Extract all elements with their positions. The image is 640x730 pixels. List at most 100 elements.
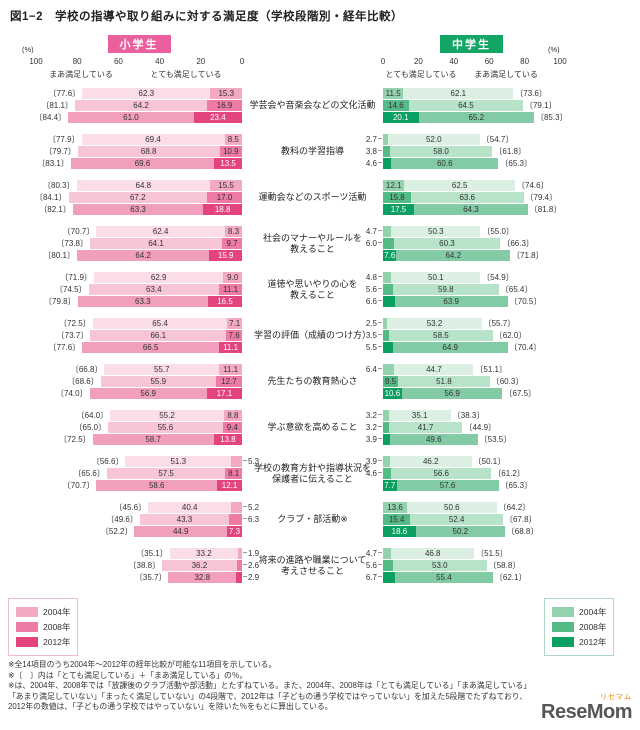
total-label: 〔83.1〕 [37, 159, 69, 168]
value-label-outside: 3.8 [366, 146, 382, 157]
segment-very-satisfied: 18.8 [203, 204, 242, 215]
legend-junior-high: 2004年 2008年 2012年 [544, 598, 615, 656]
value-label-outside: 4.6 [366, 158, 382, 169]
junior-high-bars: 44.7 〔51.1〕 6.4 8.5 51.8 〔60.3〕 10.6 56.9 〔67.5〕 [366, 364, 560, 399]
total-label: 〔64.0〕 [76, 411, 109, 420]
bar-2012年: 〔77.6〕 66.5 11.1 [36, 342, 242, 353]
total-label: 〔61.2〕 [493, 469, 525, 478]
segment-somewhat-satisfied: 55.4 [394, 572, 493, 583]
total-label: 〔77.6〕 [48, 343, 81, 352]
bar-2008年: 59.8 〔65.4〕 5.6 [366, 284, 560, 295]
bar-2012年: 〔79.8〕 63.3 16.5 [36, 296, 242, 307]
segment-somewhat-satisfied: 63.4 [88, 284, 220, 295]
segment-very-satisfied [236, 560, 242, 571]
total-label: 〔51.1〕 [475, 365, 507, 374]
bar-2012年: 〔82.1〕 63.3 18.8 [36, 204, 242, 215]
legend-label: 2004年 [43, 607, 71, 617]
category-label: 将来の進路や職業について 考えさせること [258, 554, 367, 576]
total-label: 〔80.1〕 [43, 251, 75, 260]
total-label: 〔54.7〕 [481, 135, 514, 144]
legend-label: 2008年 [579, 622, 607, 632]
segment-very-satisfied [383, 296, 395, 307]
segment-very-satisfied [238, 548, 242, 559]
total-label: 〔81.8〕 [529, 205, 562, 214]
total-label: 〔55.0〕 [482, 227, 514, 236]
bar-2012年: 〔83.1〕 69.6 13.5 [36, 158, 242, 169]
segment-very-satisfied: 12.1 [383, 180, 405, 191]
bar-2008年: 〔65.0〕 55.6 9.4 [36, 422, 242, 433]
bar-2012年: 10.6 56.9 〔67.5〕 [383, 388, 560, 399]
bar-2004年: 12.1 62.5 〔74.6〕 [383, 180, 560, 191]
segment-somewhat-satisfied: 62.5 [404, 180, 516, 191]
elementary-bars: 〔80.3〕 64.8 15.5 〔84.1〕 67.2 17.0 〔82.1〕 63.3 18… [35, 180, 242, 215]
segment-somewhat-satisfied: 60.3 [393, 238, 501, 249]
resemom-logo: リセマム ReseMom [541, 694, 632, 722]
total-label: 〔67.5〕 [504, 389, 537, 398]
axis-tick: 40 [155, 57, 165, 66]
segment-somewhat-satisfied: 52.4 [410, 514, 503, 525]
percent-label-right: (%) [548, 45, 560, 54]
segment-very-satisfied: 9.4 [222, 422, 242, 433]
junior-high-header-badge: 中学生 [440, 35, 503, 53]
category-row: 〔72.5〕 65.4 7.1 〔73.7〕 66.1 7.6 〔77.6〕 66.5 11.1… [0, 318, 640, 353]
segment-very-satisfied [383, 238, 394, 249]
value-label-outside: 6.3 [243, 514, 259, 525]
axis-tick: 20 [196, 57, 206, 66]
total-label: 〔62.0〕 [494, 331, 527, 340]
value-label-outside: 2.5 [366, 318, 382, 329]
bar-2008年: 58.5 〔62.0〕 3.5 [366, 330, 560, 341]
segment-somewhat-satisfied: 36.2 [162, 560, 237, 571]
segment-very-satisfied [229, 514, 242, 525]
segment-somewhat-satisfied: 56.9 [89, 388, 207, 399]
legend-label: 2008年 [43, 622, 71, 632]
bar-2012年: 49.6 〔53.5〕 3.9 [366, 434, 560, 445]
axis-tick: 0 [239, 57, 245, 66]
junior-high-bars: 11.5 62.1 〔73.6〕 14.6 64.5 〔79.1〕 20.1 65.2 〔85.… [383, 88, 568, 123]
segment-somewhat-satisfied: 64.2 [74, 100, 208, 111]
total-label: 〔70.7〕 [62, 481, 95, 490]
bar-2008年: 53.0 〔58.8〕 5.6 [366, 560, 560, 571]
bar-2008年: 14.6 64.5 〔79.1〕 [383, 100, 560, 111]
value-label-outside: 6.6 [366, 296, 382, 307]
bar-2004年: 〔77.9〕 69.4 8.5 [36, 134, 242, 145]
segment-somewhat-satisfied: 52.0 [387, 134, 480, 145]
total-label: 〔77.6〕 [48, 89, 81, 98]
bar-2012年: 〔70.7〕 58.6 12.1 [36, 480, 242, 491]
segment-somewhat-satisfied: 64.8 [76, 180, 211, 191]
segment-somewhat-satisfied: 44.7 [394, 364, 474, 375]
total-label: 〔51.5〕 [476, 549, 508, 558]
segment-somewhat-satisfied: 55.7 [104, 364, 220, 375]
bar-2008年: 56.6 〔61.2〕 4.6 [366, 468, 560, 479]
segment-very-satisfied [383, 158, 392, 169]
segment-very-satisfied: 8.8 [223, 410, 242, 421]
segment-very-satisfied: 13.5 [214, 158, 242, 169]
segment-somewhat-satisfied: 66.1 [90, 330, 227, 341]
bar-2008年: 8.5 51.8 〔60.3〕 [383, 376, 560, 387]
value-label-outside: 3.9 [366, 456, 382, 467]
segment-somewhat-satisfied: 50.3 [391, 226, 481, 237]
elementary-bars: 〔77.9〕 69.4 8.5 〔79.7〕 68.8 10.9 〔83.1〕 69.6 13.… [36, 134, 242, 169]
total-label: 〔70.5〕 [509, 297, 542, 306]
value-label-outside: 5.6 [366, 560, 382, 571]
bar-2008年: 〔68.6〕 55.9 12.7 [36, 376, 242, 387]
segment-somewhat-satisfied: 65.2 [418, 112, 534, 123]
category-label: 学習の評価（成績のつけ方） [253, 330, 371, 340]
segment-somewhat-satisfied: 64.2 [77, 250, 210, 261]
total-label: 〔74.0〕 [56, 389, 88, 398]
bar-2008年: 41.7 〔44.9〕 3.2 [366, 422, 560, 433]
junior-high-bars: 50.3 〔55.0〕 4.7 60.3 〔66.3〕 6.0 7.6 64.2 〔71.8〕 [366, 226, 560, 261]
axis-sublabel-very-left: とても満足している [150, 70, 222, 79]
bar-2008年: 58.0 〔61.8〕 3.8 [366, 146, 560, 157]
total-label: 〔58.8〕 [488, 561, 521, 570]
segment-very-satisfied: 15.9 [209, 250, 242, 261]
bar-2008年: 〔65.6〕 57.5 8.1 [36, 468, 242, 479]
segment-very-satisfied: 12.1 [217, 480, 242, 491]
total-label: 〔35.1〕 [136, 549, 168, 558]
total-label: 〔62.1〕 [494, 573, 527, 582]
total-label: 〔65.3〕 [500, 481, 533, 490]
bar-2004年: 35.1 〔38.3〕 3.2 [366, 410, 560, 421]
total-label: 〔65.4〕 [500, 285, 533, 294]
segment-somewhat-satisfied: 63.9 [394, 296, 508, 307]
bar-2012年: 〔84.4〕 61.0 23.4 [35, 112, 242, 123]
legend-item: 2004年 [16, 606, 70, 618]
